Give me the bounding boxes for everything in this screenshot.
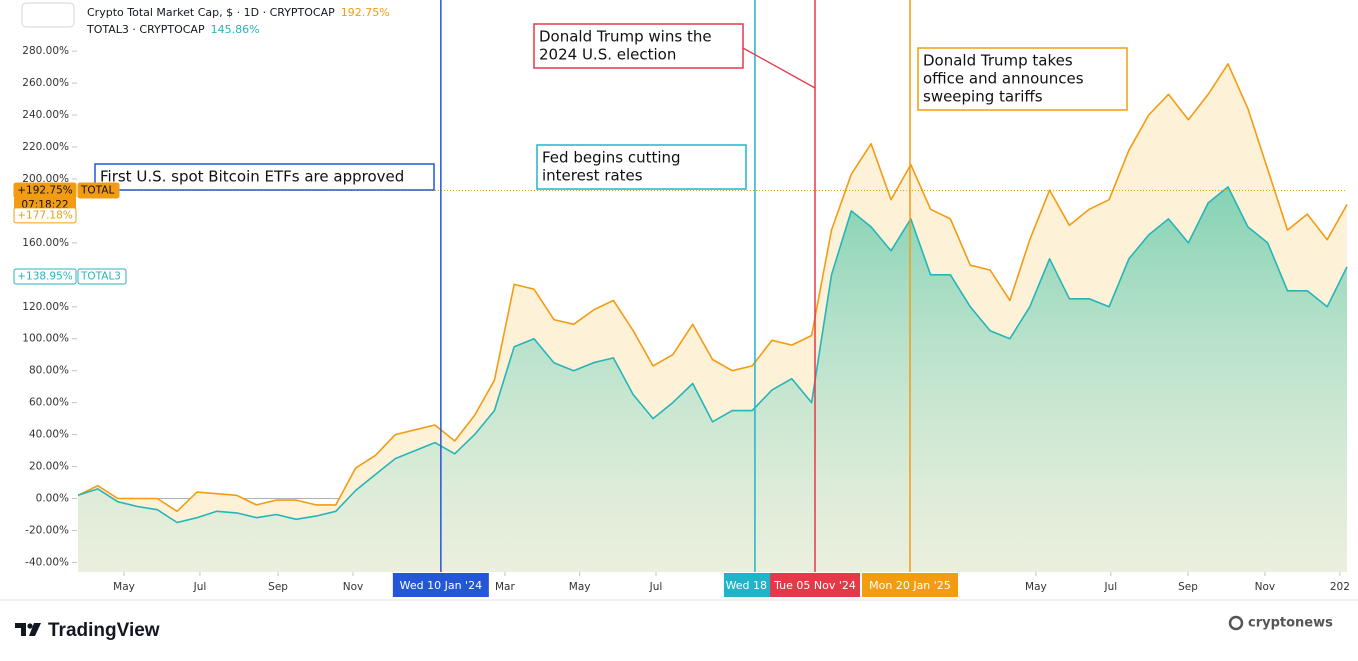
annotation-text: Donald Trump wins the — [539, 28, 712, 46]
x-tick-label: Nov — [343, 581, 364, 593]
y-tick-label: 60.00% — [29, 397, 69, 409]
annotation-text: Fed begins cutting — [542, 149, 681, 167]
y-tick-label: 120.00% — [22, 301, 69, 313]
event-date-box — [770, 573, 861, 597]
annotation-text: interest rates — [542, 167, 643, 185]
brand: TradingView — [48, 620, 160, 641]
source: cryptonews — [1248, 616, 1333, 631]
annotation-text: sweeping tariffs — [923, 88, 1043, 106]
event-date-label: Tue 05 Nov '24 — [773, 579, 856, 592]
annotation-text: 2024 U.S. election — [539, 46, 676, 64]
x-tick-label: Jul — [1104, 581, 1118, 593]
y-tick-label: -20.00% — [25, 524, 69, 536]
tradingview-logo: TradingView — [15, 620, 160, 641]
series-tag: TOTAL — [80, 185, 114, 197]
event-date-label: Wed 18 Se — [726, 579, 785, 592]
event-date-box — [392, 573, 489, 597]
annotation-box — [536, 144, 747, 190]
x-tick-label: Nov — [1255, 581, 1276, 593]
y-tick-label: 20.00% — [29, 461, 69, 473]
overlay: 280.00% 260.00% 240.00% 220.00% 200.00% 160.0… — [13, 0, 1350, 597]
event-date-label: Mon 20 Jan '25 — [869, 579, 951, 592]
interval-button[interactable] — [21, 2, 75, 28]
y-tick-label: 260.00% — [22, 77, 69, 89]
x-tick-label: May — [113, 581, 135, 593]
series-tag-box — [77, 268, 127, 285]
price-label: +138.95% — [17, 270, 73, 282]
price-label: +192.75% — [17, 185, 73, 197]
series-line — [78, 63, 1348, 513]
x-tick-label: Sep — [268, 581, 288, 593]
y-tick-label: 40.00% — [29, 429, 69, 441]
y-tick-label: 160.00% — [22, 237, 69, 249]
legend-entry: Crypto Total Market Cap, $ · 1D · CRYPTO… — [87, 6, 390, 19]
price-label-box — [13, 268, 77, 285]
series-tag-box — [77, 182, 120, 199]
y-tick-label: 280.00% — [22, 45, 69, 57]
legend-name: TOTAL3 · CRYPTOCAP — [86, 23, 205, 36]
y-tick-label: 240.00% — [22, 109, 69, 121]
legend-value: 145.86% — [211, 23, 260, 36]
legend-name: Crypto Total Market Cap, $ · 1D · CRYPTO… — [87, 6, 335, 19]
x-tick-label: 202 — [1330, 581, 1350, 593]
plot-area — [78, 63, 1348, 572]
annotation-leader — [742, 47, 816, 89]
series-tag: TOTAL3 — [80, 270, 121, 282]
price-label-box — [13, 207, 77, 224]
x-tick-label: May — [1025, 581, 1047, 593]
y-tick-label: 200.00% — [22, 173, 69, 185]
x-tick-label: Jul — [193, 581, 207, 593]
legend-value: 192.75% — [341, 6, 390, 19]
annotation-box — [94, 163, 435, 191]
y-tick-label: 100.00% — [22, 333, 69, 345]
annotation-box — [917, 47, 1128, 111]
annotation-box — [533, 23, 744, 69]
cryptonews-logo: cryptonews — [1228, 616, 1333, 631]
legend-entry: TOTAL3 · CRYPTOCAP 145.86% — [86, 23, 260, 36]
event-date-label: Wed 10 Jan '24 — [400, 579, 482, 592]
series-line — [78, 186, 1348, 524]
x-tick-label: Jul — [649, 581, 663, 593]
price-label: +177.18% — [17, 209, 73, 221]
x-tick-label: Sep — [1178, 581, 1198, 593]
y-tick-label: -40.00% — [25, 556, 69, 568]
event-date-box — [861, 573, 958, 597]
annotation-text: office and announces — [923, 70, 1084, 88]
annotation-text: First U.S. spot Bitcoin ETFs are approve… — [100, 168, 404, 186]
y-tick-label: 220.00% — [22, 141, 69, 153]
y-tick-label: 80.00% — [29, 365, 69, 377]
x-tick-label: May — [569, 581, 591, 593]
annotation-text: Donald Trump takes — [923, 52, 1073, 70]
y-tick-label: 0.00% — [36, 493, 69, 505]
x-tick-label: Mar — [495, 581, 515, 593]
series-area — [78, 186, 1347, 572]
